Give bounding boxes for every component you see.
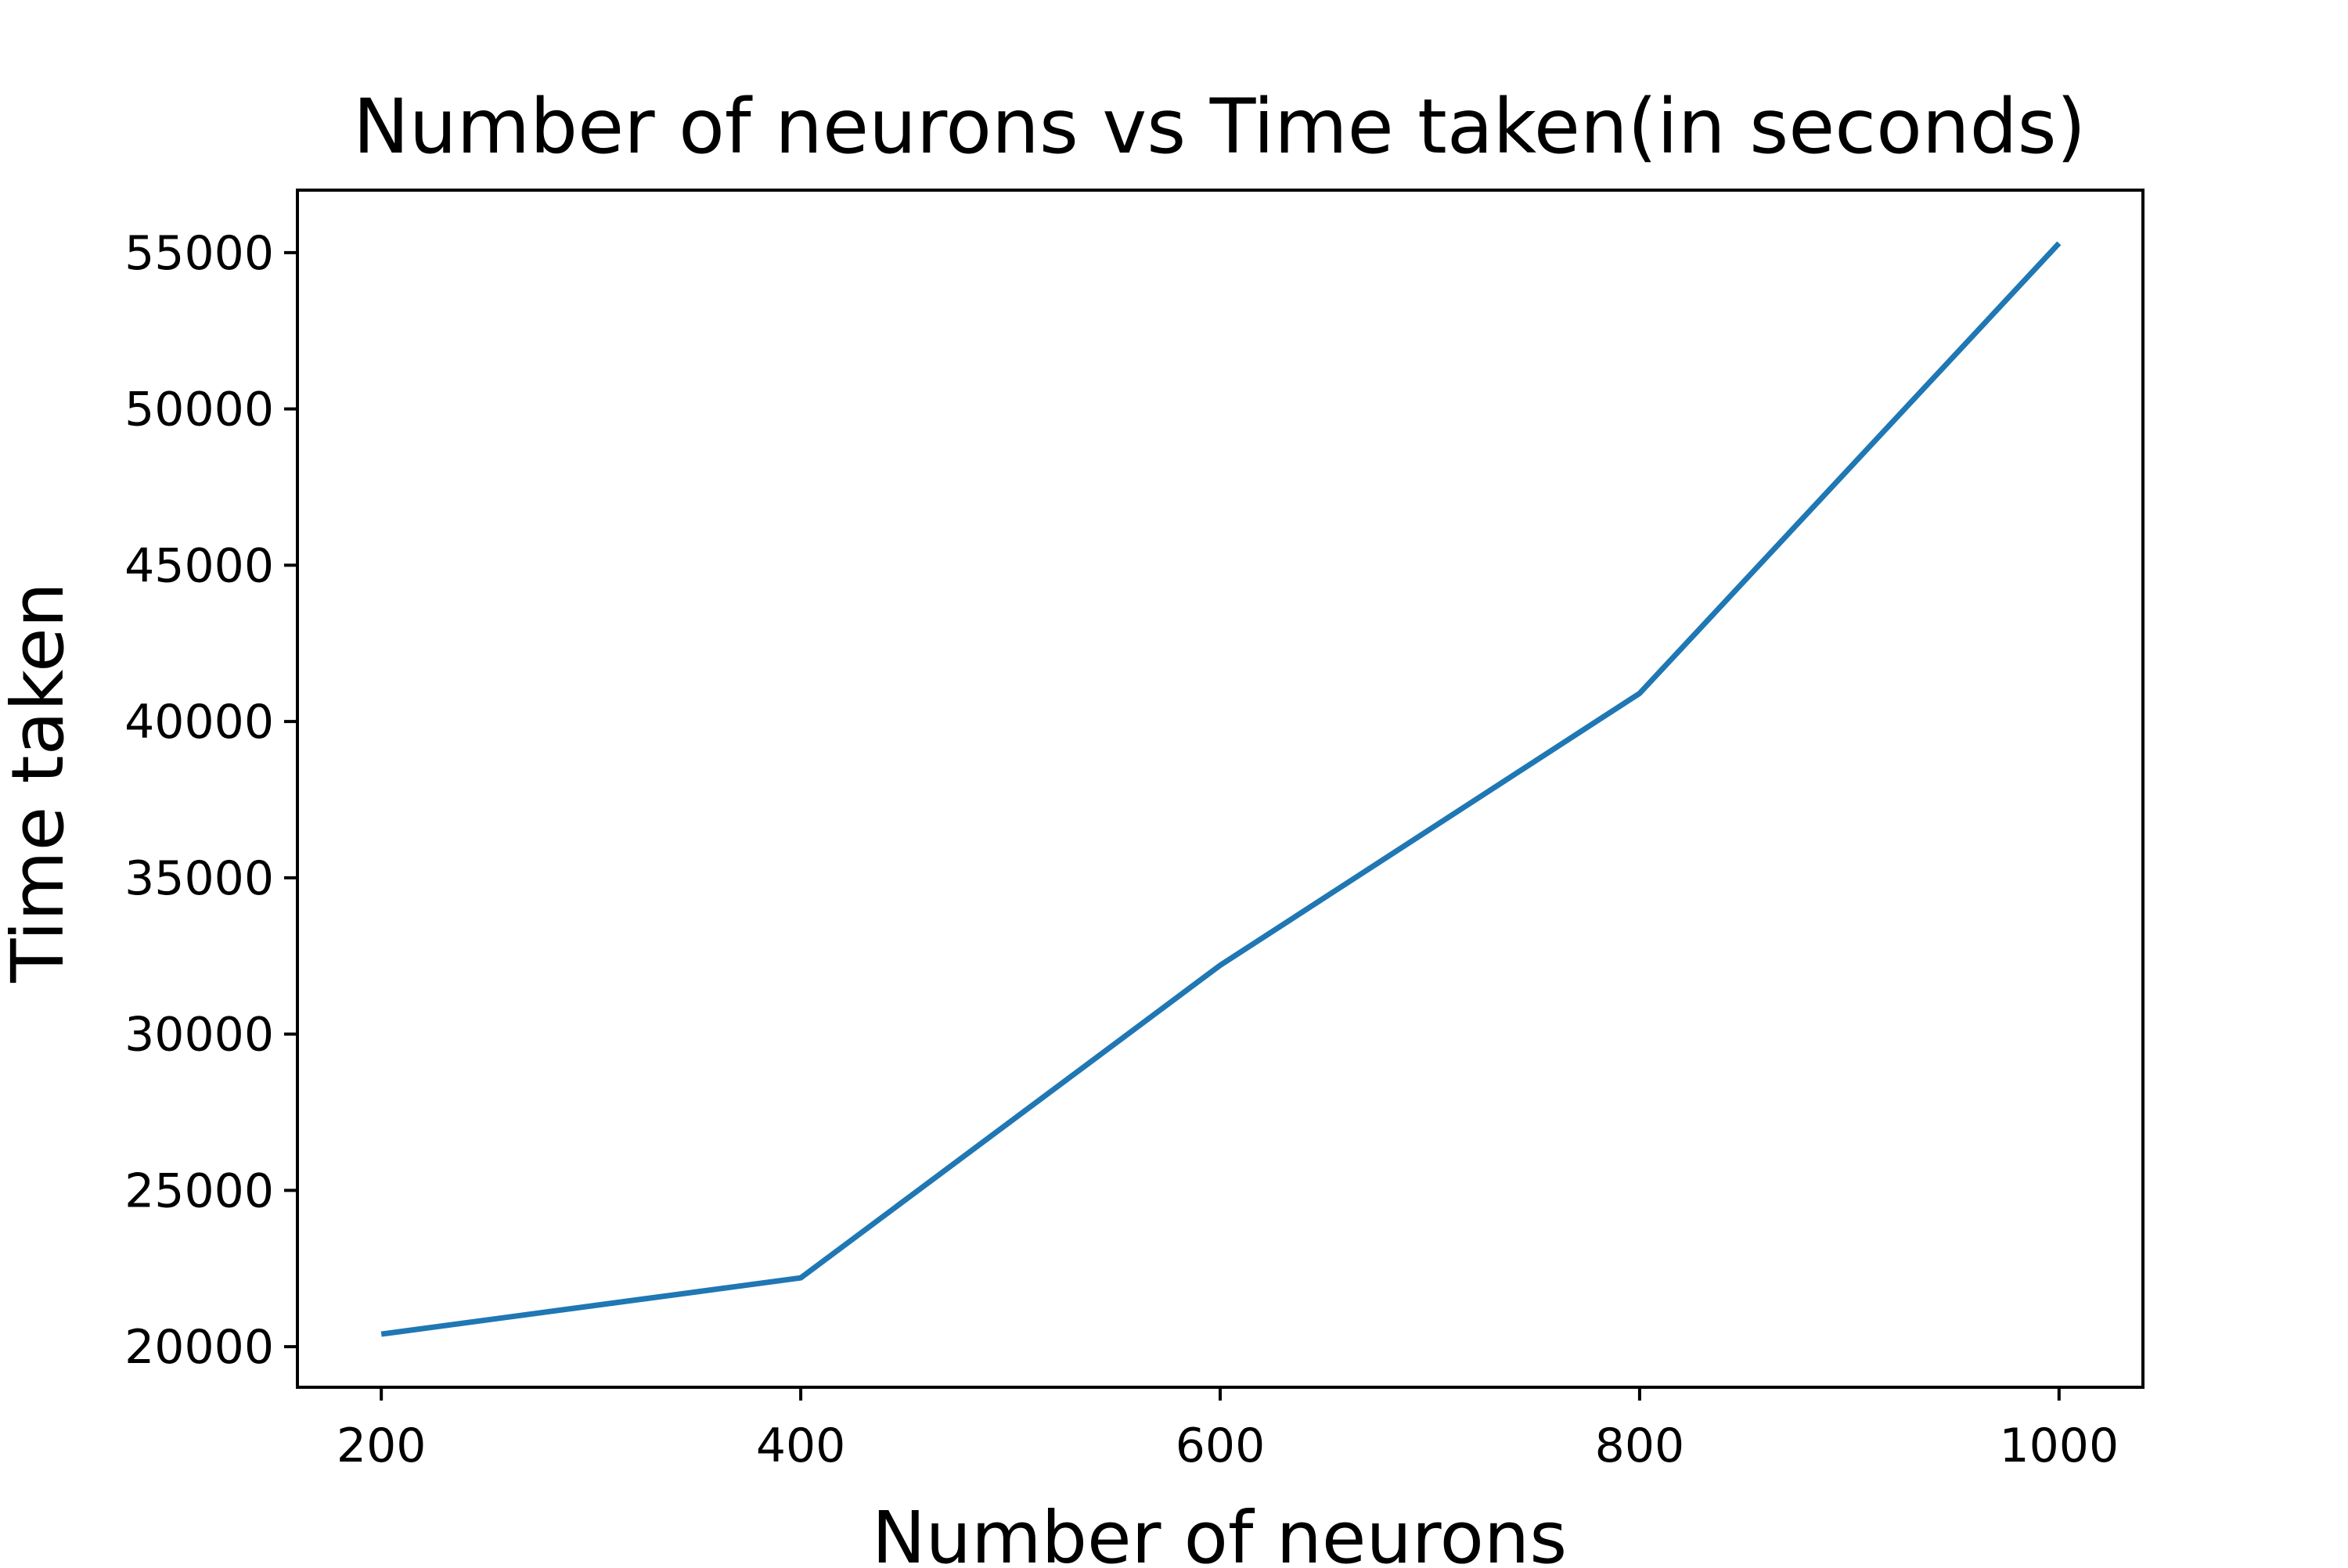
- y-tick-label: 55000: [124, 226, 274, 281]
- x-tick-label: 600: [1176, 1419, 1266, 1473]
- y-tick-label: 45000: [124, 538, 274, 593]
- y-tick-label: 30000: [124, 1008, 274, 1063]
- chart-title: Number of neurons vs Time taken(in secon…: [353, 83, 2086, 171]
- x-axis-ticks: 200 400 600 800 1000: [337, 1387, 2119, 1473]
- y-tick-label: 40000: [124, 695, 274, 750]
- series-line: [380, 241, 2062, 1337]
- y-axis-ticks: 20000 25000 30000 35000 40000 45000 50000 55000: [124, 226, 297, 1375]
- x-tick-label: 200: [337, 1419, 427, 1473]
- plot-frame: [296, 189, 2145, 1389]
- y-axis-title: Time taken: [0, 582, 80, 984]
- x-axis-title: Number of neurons: [872, 1496, 1567, 1565]
- series-group: [380, 241, 2062, 1337]
- y-tick-label: 35000: [124, 851, 274, 906]
- x-tick-label: 800: [1595, 1419, 1685, 1473]
- y-tick-label: 25000: [124, 1163, 274, 1218]
- x-tick-label: 1000: [1999, 1419, 2119, 1473]
- x-tick-label: 400: [756, 1419, 846, 1473]
- y-tick-label: 50000: [124, 383, 274, 437]
- y-tick-label: 20000: [124, 1320, 274, 1375]
